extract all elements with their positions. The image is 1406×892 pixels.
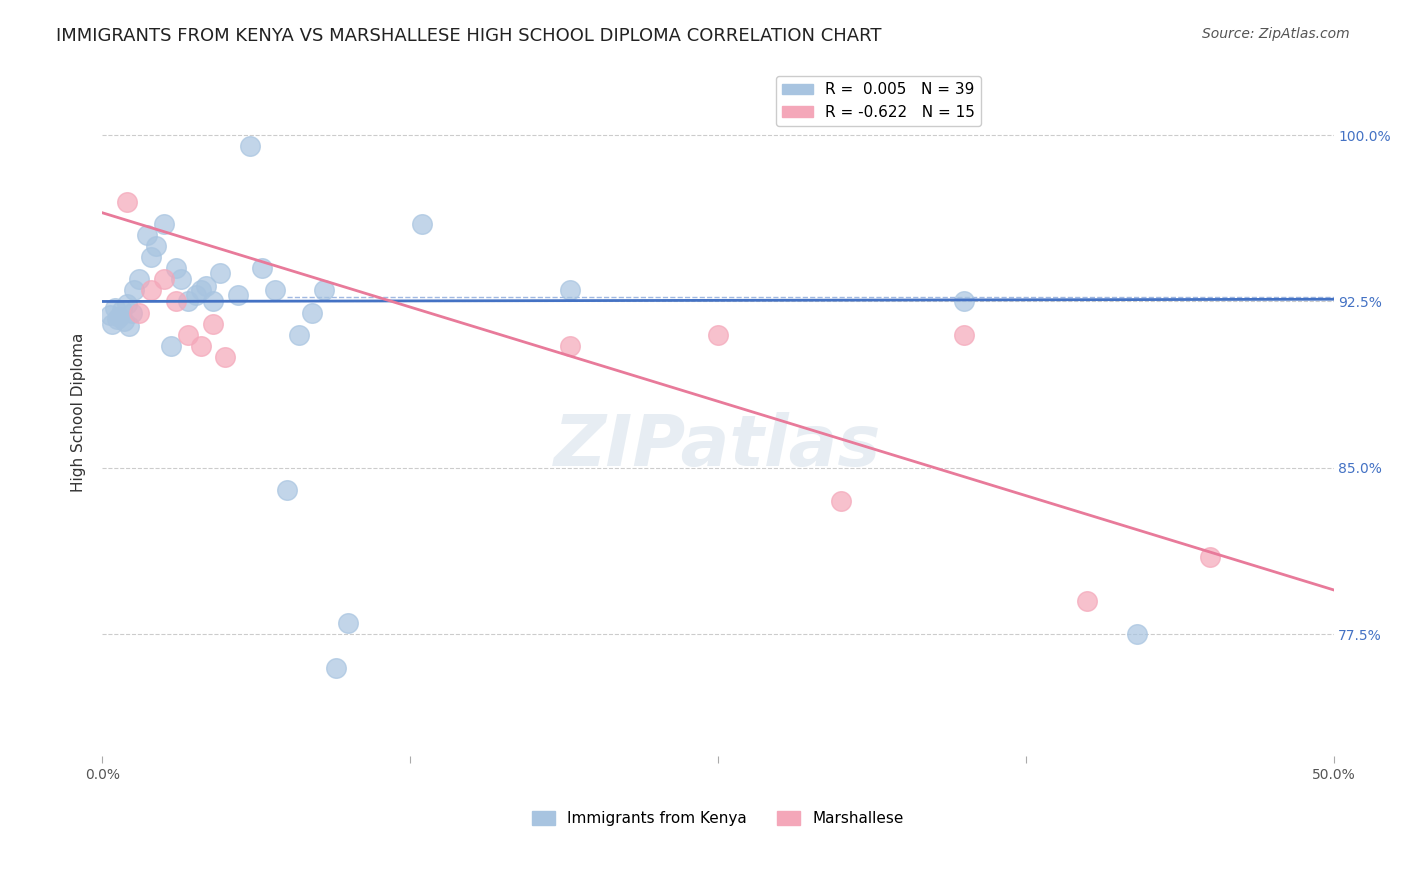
Point — [177, 327, 200, 342]
Point — [190, 284, 212, 298]
Point — [122, 284, 145, 298]
Point — [170, 272, 193, 286]
Point — [190, 339, 212, 353]
Point — [953, 327, 976, 342]
Point — [202, 317, 225, 331]
Point — [1076, 594, 1098, 608]
Point — [141, 250, 163, 264]
Point — [141, 284, 163, 298]
Point — [152, 217, 174, 231]
Point — [194, 279, 217, 293]
Point — [226, 288, 249, 302]
Point — [325, 660, 347, 674]
Point — [411, 217, 433, 231]
Text: IMMIGRANTS FROM KENYA VS MARSHALLESE HIGH SCHOOL DIPLOMA CORRELATION CHART: IMMIGRANTS FROM KENYA VS MARSHALLESE HIG… — [56, 27, 882, 45]
Point — [160, 339, 183, 353]
Point — [103, 301, 125, 315]
Point — [121, 305, 143, 319]
Point — [165, 261, 187, 276]
Point — [177, 294, 200, 309]
Point — [145, 239, 167, 253]
Point — [1125, 627, 1147, 641]
Point — [239, 139, 262, 153]
Point — [128, 272, 150, 286]
Point — [115, 296, 138, 310]
Point — [128, 305, 150, 319]
Point — [105, 312, 128, 326]
Point — [337, 616, 360, 631]
Point — [830, 494, 852, 508]
Point — [288, 327, 311, 342]
Point — [263, 284, 285, 298]
Point — [111, 303, 134, 318]
Point — [165, 294, 187, 309]
Point — [707, 327, 730, 342]
Point — [1199, 549, 1222, 564]
Point — [135, 227, 157, 242]
Point — [276, 483, 298, 497]
Point — [101, 317, 124, 331]
Text: Source: ZipAtlas.com: Source: ZipAtlas.com — [1202, 27, 1350, 41]
Point — [558, 284, 581, 298]
Point — [98, 308, 121, 322]
Point — [112, 314, 135, 328]
Text: ZIPatlas: ZIPatlas — [554, 412, 882, 482]
Point — [214, 350, 236, 364]
Point — [118, 318, 141, 333]
Point — [202, 294, 225, 309]
Y-axis label: High School Diploma: High School Diploma — [72, 333, 86, 492]
Point — [108, 310, 131, 324]
Point — [115, 194, 138, 209]
Point — [184, 288, 207, 302]
Point — [152, 272, 174, 286]
Legend: Immigrants from Kenya, Marshallese: Immigrants from Kenya, Marshallese — [526, 805, 910, 832]
Point — [312, 284, 335, 298]
Point — [252, 261, 274, 276]
Point — [301, 305, 323, 319]
Point — [209, 266, 232, 280]
Point — [558, 339, 581, 353]
Point — [953, 294, 976, 309]
